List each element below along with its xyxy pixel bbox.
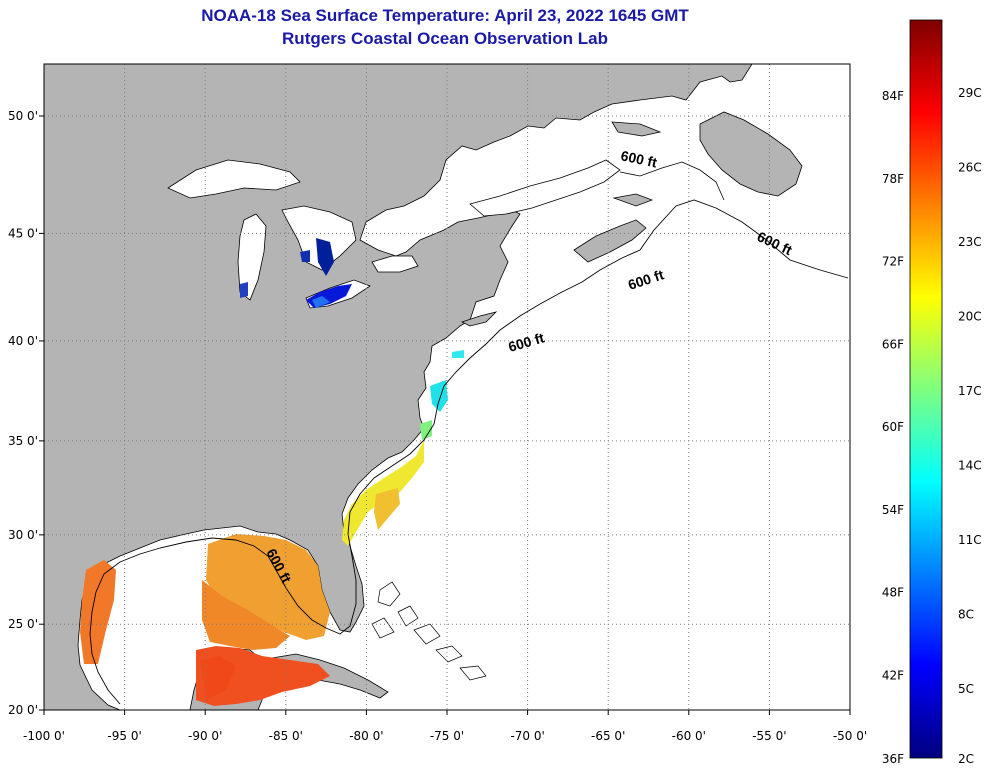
- lake-huron: [281, 205, 357, 271]
- lon-label: -80 0': [349, 729, 383, 743]
- colorbar-c-label: 8C: [958, 608, 974, 622]
- sst-gulf-west: [80, 560, 116, 664]
- anticosti-island: [611, 121, 662, 137]
- map-subtitle: Rutgers Coastal Ocean Observation Lab: [282, 29, 608, 48]
- lake-michigan: [237, 213, 267, 301]
- lat-label: 40 0': [8, 334, 38, 348]
- lake-ontario: [371, 255, 419, 273]
- colorbar-f-label: 66F: [882, 337, 904, 351]
- lon-label: -60 0': [672, 729, 706, 743]
- lon-label: -100 0': [23, 729, 65, 743]
- color-bar: [909, 19, 943, 759]
- lat-label: 50 0': [8, 109, 38, 123]
- colorbar-f-label: 48F: [882, 586, 904, 600]
- colorbar-c-label: 14C: [958, 459, 982, 473]
- colorbar-c-label: 2C: [958, 752, 974, 766]
- sst-chesapeake: [452, 350, 464, 358]
- colorbar-f-label: 72F: [882, 255, 904, 269]
- sst-lake-huron: [316, 238, 334, 276]
- north-america-land: [44, 64, 753, 710]
- bahamas-islands: [371, 581, 487, 681]
- lat-label: 45 0': [8, 226, 38, 240]
- newfoundland-land: [699, 111, 803, 197]
- long-island: [460, 311, 498, 327]
- colorbar-c-label: 11C: [958, 533, 982, 547]
- sst-caribbean: [196, 646, 330, 706]
- colorbar-f-label: 42F: [882, 668, 904, 682]
- sst-se-offshore: [374, 488, 400, 530]
- longitude-labels: -100 0' -95 0' -90 0' -85 0' -80 0' -75 0' -70…: [23, 710, 867, 743]
- pei-island: [612, 193, 654, 207]
- lon-label: -90 0': [188, 729, 222, 743]
- lon-label: -55 0': [752, 729, 786, 743]
- lon-label: -65 0': [591, 729, 625, 743]
- sst-lake-michigan-south: [240, 282, 248, 298]
- colorbar-f-label: 36F: [882, 752, 904, 766]
- lon-label: -75 0': [430, 729, 464, 743]
- colorbar-f-label: 60F: [882, 420, 904, 434]
- st-lawrence-water: [469, 159, 621, 217]
- colorbar-c-label: 26C: [958, 161, 982, 175]
- isobath-600ft: [89, 199, 849, 705]
- nova-scotia-land: [573, 219, 647, 263]
- colorbar-f-label: 84F: [882, 89, 904, 103]
- colorbar-c-label: 17C: [958, 384, 982, 398]
- isobath-600ft-gulf-stlawrence: [619, 161, 725, 201]
- sst-lake-erie-east: [312, 296, 330, 308]
- sst-data: [80, 238, 464, 706]
- lake-superior: [167, 159, 301, 199]
- latitude-labels: 20 0' 25 0' 30 0' 35 0' 40 0' 45 0' 50 0': [8, 109, 44, 717]
- sst-gulf-east: [206, 534, 330, 640]
- colorbar-celsius-labels: 29C 26C 23C 20C 17C 14C 11C 8C 5C 2C: [958, 86, 982, 766]
- lat-label: 30 0': [8, 528, 38, 542]
- contour-label: 600 ft: [619, 147, 658, 170]
- lat-label: 20 0': [8, 703, 38, 717]
- lat-label: 35 0': [8, 434, 38, 448]
- colorbar-c-label: 20C: [958, 310, 982, 324]
- sst-gulf-central: [202, 580, 290, 650]
- colorbar-c-label: 5C: [958, 682, 974, 696]
- lon-label: -70 0': [510, 729, 544, 743]
- sst-lake-michigan: [300, 250, 310, 262]
- lon-label: -85 0': [269, 729, 303, 743]
- colorbar-fahrenheit-labels: 84F 78F 72F 66F 60F 54F 48F 42F 36F: [882, 89, 904, 766]
- colorbar-f-label: 54F: [882, 503, 904, 517]
- lon-label: -95 0': [107, 729, 141, 743]
- colorbar-c-label: 29C: [958, 86, 982, 100]
- colorbar-f-label: 78F: [882, 172, 904, 186]
- sst-caribbean-yucatan: [200, 656, 236, 700]
- map-title: NOAA-18 Sea Surface Temperature: April 2…: [201, 6, 689, 25]
- lat-label: 25 0': [8, 617, 38, 631]
- sst-carolina-shelf: [420, 420, 432, 440]
- colorbar-c-label: 23C: [958, 235, 982, 249]
- lon-label: -50 0': [833, 729, 867, 743]
